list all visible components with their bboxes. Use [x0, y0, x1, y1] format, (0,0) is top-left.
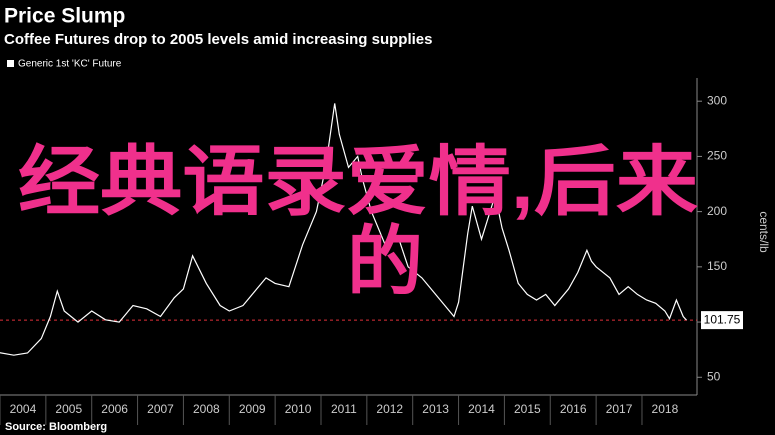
last-value-label: 101.75	[704, 312, 741, 326]
last-value-box	[701, 311, 743, 330]
x-tick-label: 2017	[606, 402, 633, 416]
y-tick-label: 50	[707, 369, 721, 383]
x-tick-label: 2009	[239, 402, 266, 416]
x-tick-label: 2013	[422, 402, 449, 416]
x-tick-label: 2015	[514, 402, 541, 416]
x-tick-label: 2011	[331, 402, 357, 416]
legend-label: Generic 1st 'KC' Future	[18, 59, 122, 70]
chart-subtitle: Coffee Futures drop to 2005 levels amid …	[4, 31, 432, 48]
x-tick-label: 2014	[468, 402, 495, 416]
y-tick-label: 300	[707, 93, 727, 107]
x-tick-label: 2016	[560, 402, 587, 416]
y-tick-label: 200	[707, 204, 727, 218]
x-tick-label: 2006	[101, 402, 128, 416]
y-axis-label: cents/lb	[757, 211, 771, 253]
price-line	[0, 103, 687, 356]
x-tick-label: 2007	[147, 402, 174, 416]
x-tick-label: 2010	[285, 402, 312, 416]
x-tick-label: 2005	[55, 402, 82, 416]
y-tick-label: 250	[707, 149, 727, 163]
legend-swatch	[7, 60, 14, 67]
x-tick-label: 2012	[376, 402, 403, 416]
chart-title: Price Slump	[4, 5, 125, 28]
source: Source: Bloomberg	[5, 421, 107, 433]
x-tick-label: 2018	[652, 402, 679, 416]
y-tick-label: 150	[707, 259, 727, 273]
overlay-text: 的	[347, 220, 423, 305]
overlay-text: 经典语录爱情,后来	[18, 140, 698, 225]
x-tick-label: 2004	[10, 402, 37, 416]
x-tick-label: 2008	[193, 402, 220, 416]
